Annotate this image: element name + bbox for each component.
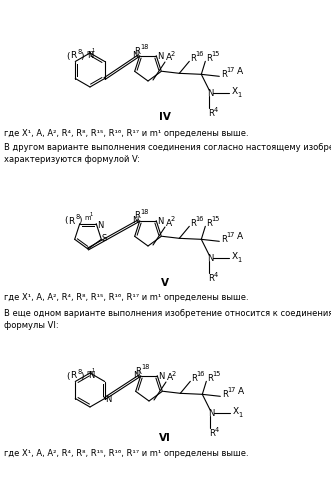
Text: 18: 18 [141,364,149,370]
Text: 2: 2 [172,371,176,377]
Text: 4: 4 [214,428,218,434]
Text: 18: 18 [140,209,148,215]
Text: N: N [207,89,213,98]
Text: 16: 16 [195,52,204,58]
Text: 4: 4 [213,272,217,278]
Text: m: m [86,370,92,376]
Text: N: N [97,221,103,230]
Text: R: R [222,390,228,399]
Text: 15: 15 [211,52,220,58]
Text: N: N [133,51,139,60]
Text: 15: 15 [212,372,221,378]
Text: R: R [221,70,227,79]
Text: R: R [206,219,212,228]
Text: R: R [208,274,214,283]
Text: S: S [102,234,107,243]
Text: 1: 1 [237,92,241,98]
Text: N: N [88,372,94,380]
Text: 8: 8 [78,49,82,55]
Text: 4: 4 [213,108,217,114]
Text: 2: 2 [171,51,175,57]
Text: N: N [133,216,139,225]
Text: 17: 17 [226,232,235,238]
Text: 1: 1 [238,412,242,418]
Text: A: A [237,232,243,241]
Text: V: V [161,278,169,288]
Text: A: A [238,387,244,396]
Text: 1: 1 [91,48,94,52]
Text: R: R [191,374,197,383]
Text: 1: 1 [89,212,92,218]
Text: 16: 16 [196,372,205,378]
Text: R: R [70,52,76,60]
Text: VI: VI [159,433,171,443]
Text: R: R [190,54,196,63]
Text: В еще одном варианте выполнения изобретение относится к соединениям: В еще одном варианте выполнения изобрете… [4,308,331,318]
Text: формулы VI:: формулы VI: [4,320,59,330]
Text: R: R [207,374,213,383]
Text: N: N [134,371,140,380]
Text: 1: 1 [237,258,241,264]
Text: R: R [190,219,196,228]
Text: 15: 15 [211,216,220,222]
Text: N: N [208,409,214,418]
Text: 18: 18 [140,44,148,50]
Text: A: A [237,67,243,76]
Text: (: ( [66,372,70,380]
Text: X: X [231,252,237,261]
Text: 17: 17 [227,388,236,394]
Text: N: N [158,372,165,381]
Text: X: X [232,407,238,416]
Text: где X¹, A, A², R⁴, R⁸, R¹⁵, R¹⁶, R¹⁷ и m¹ определены выше.: где X¹, A, A², R⁴, R⁸, R¹⁵, R¹⁶, R¹⁷ и m… [4,294,249,302]
Text: R: R [134,46,140,56]
Text: (: ( [66,52,70,60]
Text: N: N [157,52,164,61]
Text: 8: 8 [78,369,82,375]
Text: 17: 17 [226,68,235,73]
Text: N: N [106,395,112,404]
Text: R: R [206,54,212,63]
Text: (: ( [64,216,68,226]
Text: R: R [134,212,140,220]
Text: R: R [221,235,227,244]
Text: ): ) [78,216,82,226]
Text: R: R [68,216,74,226]
Text: m: m [86,50,92,56]
Text: A: A [167,374,173,382]
Text: A: A [166,218,172,228]
Text: 1: 1 [91,368,94,372]
Text: где X¹, A, A², R⁴, R⁸, R¹⁵, R¹⁶, R¹⁷ и m¹ определены выше.: где X¹, A, A², R⁴, R⁸, R¹⁵, R¹⁶, R¹⁷ и m… [4,448,249,458]
Text: ): ) [80,52,84,60]
Text: N: N [207,254,213,263]
Text: ): ) [80,372,84,380]
Text: R: R [209,429,215,438]
Text: 16: 16 [195,216,204,222]
Text: IV: IV [159,112,171,122]
Text: В другом варианте выполнения соединения согласно настоящему изобретению: В другом варианте выполнения соединения … [4,144,331,152]
Text: где X¹, A, A², R⁴, R⁸, R¹⁵, R¹⁶, R¹⁷ и m¹ определены выше.: где X¹, A, A², R⁴, R⁸, R¹⁵, R¹⁶, R¹⁷ и m… [4,128,249,138]
Text: R: R [135,366,141,376]
Text: N: N [157,217,164,226]
Text: A: A [166,54,172,62]
Text: m: m [84,215,90,221]
Text: 2: 2 [171,216,175,222]
Text: X: X [231,87,237,96]
Text: R: R [70,372,76,380]
Text: характеризуются формулой V:: характеризуются формулой V: [4,156,140,164]
Text: R: R [208,109,214,118]
Text: 8: 8 [76,214,80,220]
Text: N: N [87,52,93,60]
